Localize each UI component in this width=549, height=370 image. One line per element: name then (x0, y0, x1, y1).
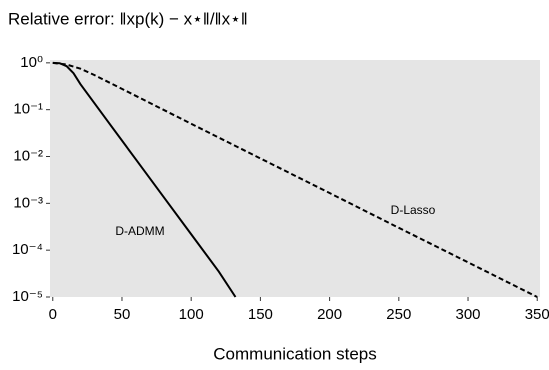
series-label: D-ADMM (115, 224, 164, 238)
y-tick-label: 10⁻² (13, 147, 43, 164)
x-axis-label: Communication steps (213, 344, 376, 363)
y-tick-label: 10⁻¹ (13, 101, 43, 118)
chart-title: Relative error: ‖xp(k) − x⋆‖/‖x⋆‖ (8, 9, 248, 28)
y-tick-label: 10⁻³ (13, 194, 43, 211)
x-tick-label: 200 (317, 306, 342, 323)
y-tick-label: 10⁰ (20, 54, 43, 71)
x-tick-label: 250 (386, 306, 411, 323)
line-series (52, 61, 538, 298)
x-tick-label: 300 (456, 306, 481, 323)
y-tick-label: 10⁻⁴ (12, 241, 43, 258)
x-tick-label: 350 (525, 306, 549, 323)
y-tick-label: 10⁻⁵ (12, 288, 43, 305)
x-tick-label: 100 (179, 306, 204, 323)
x-tick-label: 0 (49, 306, 57, 323)
series-label: D-Lasso (391, 203, 436, 217)
x-tick-label: 150 (248, 306, 273, 323)
x-tick-label: 50 (114, 306, 131, 323)
